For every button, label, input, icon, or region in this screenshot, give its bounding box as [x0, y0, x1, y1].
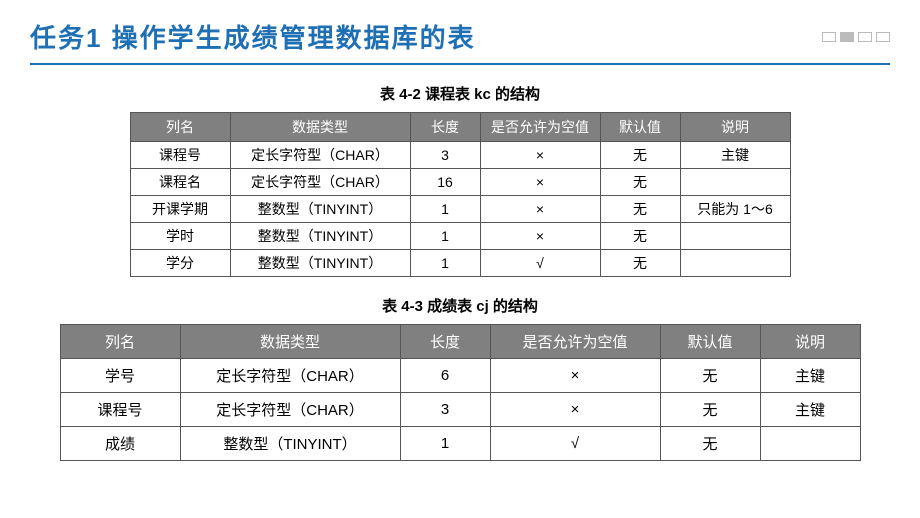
table-header-cell: 数据类型: [230, 113, 410, 142]
table-row: 课程号定长字符型（CHAR）3×无主键: [130, 142, 790, 169]
table-cell: 定长字符型（CHAR）: [180, 359, 400, 393]
table-cell: ×: [480, 169, 600, 196]
title-underline: [30, 63, 890, 65]
table-cell: 学号: [60, 359, 180, 393]
table-cell: 定长字符型（CHAR）: [230, 169, 410, 196]
table2-body: 学号定长字符型（CHAR）6×无主键课程号定长字符型（CHAR）3×无主键成绩整…: [60, 359, 860, 461]
table-header-cell: 数据类型: [180, 325, 400, 359]
table1-header-row: 列名数据类型长度是否允许为空值默认值说明: [130, 113, 790, 142]
table-header-cell: 列名: [60, 325, 180, 359]
table-row: 成绩整数型（TINYINT）1√无: [60, 427, 860, 461]
table-cell: 定长字符型（CHAR）: [180, 393, 400, 427]
table-kc-structure: 列名数据类型长度是否允许为空值默认值说明 课程号定长字符型（CHAR）3×无主键…: [130, 112, 791, 277]
table1-caption: 表 4-2 课程表 kc 的结构: [0, 83, 920, 104]
table-header-cell: 默认值: [660, 325, 760, 359]
table-cell: 主键: [680, 142, 790, 169]
table-cell: ×: [480, 196, 600, 223]
table-header-cell: 说明: [760, 325, 860, 359]
table-cell: 学分: [130, 250, 230, 277]
table-cell: 无: [600, 196, 680, 223]
table-cell: 1: [410, 196, 480, 223]
table-cell: 无: [600, 169, 680, 196]
table-cell: 成绩: [60, 427, 180, 461]
table-row: 课程号定长字符型（CHAR）3×无主键: [60, 393, 860, 427]
table-row: 学时整数型（TINYINT）1×无: [130, 223, 790, 250]
table-cell: 无: [660, 359, 760, 393]
table-cell: 学时: [130, 223, 230, 250]
table-cell: ×: [490, 359, 660, 393]
table-row: 课程名定长字符型（CHAR）16×无: [130, 169, 790, 196]
table-cell: 开课学期: [130, 196, 230, 223]
table-cell: [760, 427, 860, 461]
table-cell: 1: [410, 250, 480, 277]
table-cell: 1: [400, 427, 490, 461]
table-cell: 无: [600, 223, 680, 250]
table-header-cell: 长度: [410, 113, 480, 142]
table-cell: 3: [400, 393, 490, 427]
table-cell: 主键: [760, 359, 860, 393]
table-cell: 16: [410, 169, 480, 196]
table-row: 学分整数型（TINYINT）1√无: [130, 250, 790, 277]
table-cell: 无: [600, 250, 680, 277]
table-cell: ×: [480, 223, 600, 250]
table-cell: [680, 250, 790, 277]
table-header-cell: 说明: [680, 113, 790, 142]
table-header-cell: 是否允许为空值: [490, 325, 660, 359]
table-cell: 只能为 1～6: [680, 196, 790, 223]
decoration-squares: [822, 32, 890, 42]
table-cell: 3: [410, 142, 480, 169]
table-cell: ×: [490, 393, 660, 427]
table-cell: √: [480, 250, 600, 277]
table-cell: 定长字符型（CHAR）: [230, 142, 410, 169]
table-row: 开课学期整数型（TINYINT）1×无只能为 1～6: [130, 196, 790, 223]
table-header-cell: 是否允许为空值: [480, 113, 600, 142]
table-cell: 整数型（TINYINT）: [180, 427, 400, 461]
table-cell: 课程号: [130, 142, 230, 169]
table-cell: 无: [660, 427, 760, 461]
table-row: 学号定长字符型（CHAR）6×无主键: [60, 359, 860, 393]
table-cell: [680, 223, 790, 250]
header-bar: 任务1 操作学生成绩管理数据库的表: [0, 0, 920, 63]
table-cell: 无: [600, 142, 680, 169]
table-cell: 课程号: [60, 393, 180, 427]
table-cell: √: [490, 427, 660, 461]
table2-header-row: 列名数据类型长度是否允许为空值默认值说明: [60, 325, 860, 359]
table-header-cell: 列名: [130, 113, 230, 142]
table-cell: ×: [480, 142, 600, 169]
table-cell: 整数型（TINYINT）: [230, 196, 410, 223]
table2-caption: 表 4-3 成绩表 cj 的结构: [0, 295, 920, 316]
table-cj-structure: 列名数据类型长度是否允许为空值默认值说明 学号定长字符型（CHAR）6×无主键课…: [60, 324, 861, 461]
table-cell: 1: [410, 223, 480, 250]
table-cell: 课程名: [130, 169, 230, 196]
page-title: 任务1 操作学生成绩管理数据库的表: [30, 18, 476, 55]
table-cell: 主键: [760, 393, 860, 427]
table-cell: 整数型（TINYINT）: [230, 250, 410, 277]
table-cell: 整数型（TINYINT）: [230, 223, 410, 250]
table-cell: 6: [400, 359, 490, 393]
table-cell: [680, 169, 790, 196]
table1-body: 课程号定长字符型（CHAR）3×无主键课程名定长字符型（CHAR）16×无开课学…: [130, 142, 790, 277]
table-cell: 无: [660, 393, 760, 427]
table-header-cell: 默认值: [600, 113, 680, 142]
table-header-cell: 长度: [400, 325, 490, 359]
